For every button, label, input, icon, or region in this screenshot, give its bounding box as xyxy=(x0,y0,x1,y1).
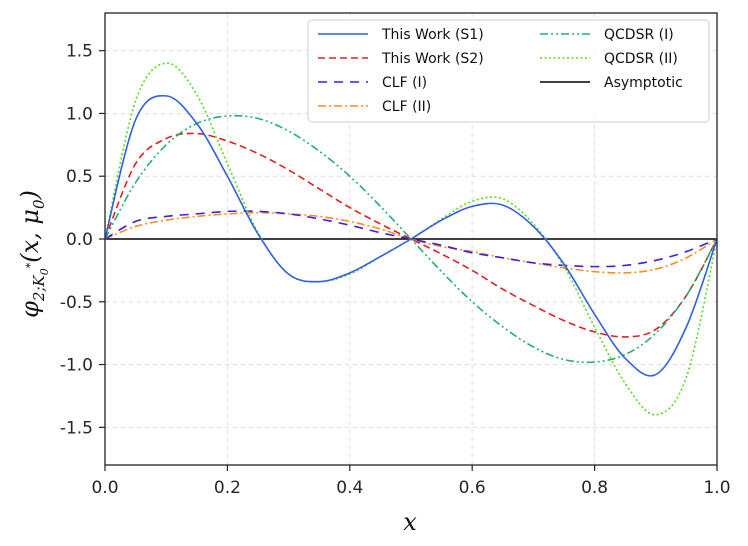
y-tick-label: -1.0 xyxy=(60,356,93,376)
legend: This Work (S1) This Work (S2) CLF (I) CLF (… xyxy=(307,19,710,123)
x-tick-label: 1.0 xyxy=(703,478,730,498)
y-tick-label: 1.5 xyxy=(66,42,93,62)
y-tick-label: 1.0 xyxy=(66,104,93,124)
y-tick-label: 0.0 xyxy=(66,230,93,250)
legend-label-clf-ii: CLF (II) xyxy=(382,99,431,115)
x-axis-label: x xyxy=(403,508,417,536)
y-tick-label: 0.5 xyxy=(66,167,93,187)
y-tick-label: -0.5 xyxy=(60,293,93,313)
x-tick-label: 0.8 xyxy=(581,478,608,498)
legend-label-qcdsr-ii: QCDSR (II) xyxy=(604,51,678,67)
legend-box xyxy=(307,19,710,123)
x-tick-label: 0.2 xyxy=(214,478,241,498)
legend-label-this-work-s2: This Work (S2) xyxy=(381,51,484,67)
legend-label-asymptotic: Asymptotic xyxy=(604,75,683,91)
series-line-clf-ii xyxy=(104,211,718,274)
y-tick-label: -1.5 xyxy=(60,418,93,438)
legend-label-clf-i: CLF (I) xyxy=(382,75,427,91)
x-tick-label: 0.0 xyxy=(91,478,118,498)
series-line-qcdsr-ii xyxy=(104,62,718,416)
legend-label-this-work-s1: This Work (S1) xyxy=(381,27,484,43)
legend-label-qcdsr-i: QCDSR (I) xyxy=(604,27,674,43)
series-line-qcdsr-i xyxy=(104,114,718,364)
series-lines xyxy=(104,62,718,416)
series-line-this-work-s2 xyxy=(104,132,718,338)
x-tick-label: 0.6 xyxy=(459,478,486,498)
series-line-this-work-s1 xyxy=(104,94,718,377)
axis-ticks: 0.0 0.2 0.4 0.6 0.8 1.0 -1.5 -1.0 -0.5 0.0 0.5 1.0 1… xyxy=(60,42,731,498)
x-tick-label: 0.4 xyxy=(336,478,363,498)
y-axis-label: φ2;K0*(x, μ0) xyxy=(16,190,51,318)
